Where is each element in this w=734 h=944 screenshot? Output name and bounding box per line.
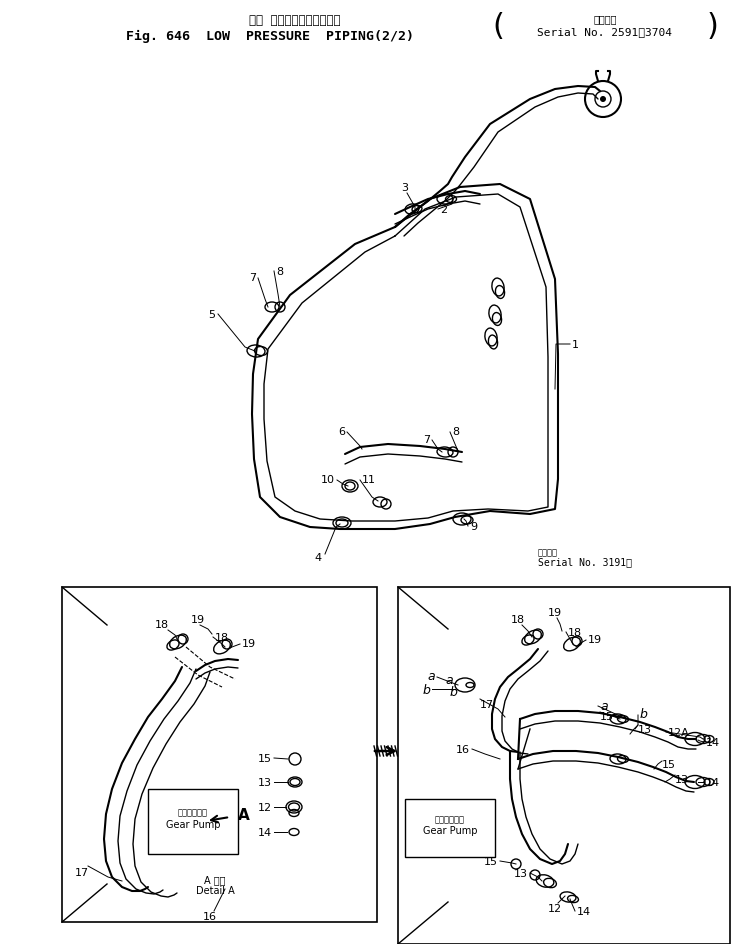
Text: 12: 12 — [548, 903, 562, 913]
Text: 14: 14 — [577, 906, 591, 916]
Text: 13: 13 — [675, 774, 689, 784]
Text: Gear Pump: Gear Pump — [166, 819, 220, 829]
Text: 17: 17 — [75, 868, 89, 877]
Text: 14: 14 — [706, 737, 720, 748]
Text: 15: 15 — [662, 759, 676, 769]
Text: 14: 14 — [258, 827, 272, 837]
Text: 10: 10 — [321, 475, 335, 484]
Circle shape — [600, 97, 606, 103]
Bar — [398, 587, 730, 944]
Text: 7: 7 — [249, 273, 256, 282]
Text: 3: 3 — [401, 183, 409, 193]
Text: ギヤーポンプ: ギヤーポンプ — [435, 814, 465, 823]
Text: b: b — [640, 708, 648, 720]
Text: 12: 12 — [258, 802, 272, 812]
Text: 18: 18 — [568, 628, 582, 637]
Text: 18: 18 — [215, 632, 229, 642]
Text: 19: 19 — [588, 634, 602, 645]
Text: 2: 2 — [440, 205, 447, 215]
Text: 18: 18 — [511, 615, 525, 624]
Text: 6: 6 — [338, 427, 345, 436]
Text: a: a — [427, 670, 435, 683]
Text: 9: 9 — [470, 521, 477, 531]
Bar — [148, 789, 238, 854]
Text: (: ( — [492, 12, 504, 41]
Text: ): ) — [706, 12, 718, 41]
Text: ロー  プレッシャパイピング: ロー プレッシャパイピング — [250, 14, 341, 27]
Text: 13: 13 — [514, 868, 528, 878]
Text: 15: 15 — [600, 711, 614, 721]
Text: a: a — [600, 699, 608, 712]
Text: 16: 16 — [203, 911, 217, 921]
Text: 13: 13 — [638, 724, 652, 734]
Text: 5: 5 — [208, 310, 215, 320]
Text: b: b — [422, 683, 430, 696]
Text: a: a — [446, 673, 453, 685]
Text: 適用号機: 適用号機 — [593, 14, 617, 24]
Text: A: A — [238, 808, 250, 822]
Text: 16: 16 — [456, 744, 470, 754]
Text: Serial No. 3191－: Serial No. 3191－ — [538, 556, 632, 566]
Text: 1: 1 — [572, 340, 579, 349]
Text: Detail A: Detail A — [196, 885, 234, 895]
Text: 8: 8 — [452, 427, 459, 436]
Text: 14: 14 — [706, 777, 720, 787]
Text: 19: 19 — [242, 638, 256, 649]
Text: 11: 11 — [362, 475, 376, 484]
Text: 19: 19 — [191, 615, 205, 624]
Text: 15: 15 — [484, 856, 498, 866]
Text: 7: 7 — [423, 434, 430, 445]
Bar — [405, 800, 495, 857]
Text: 15: 15 — [258, 753, 272, 763]
Text: 4: 4 — [314, 552, 321, 563]
Text: 8: 8 — [276, 267, 283, 277]
Text: 18: 18 — [155, 619, 169, 630]
Text: Serial No. 2591～3704: Serial No. 2591～3704 — [537, 27, 672, 37]
Text: 12A: 12A — [668, 727, 690, 737]
Text: A 詳細: A 詳細 — [204, 874, 226, 885]
Text: Fig. 646  LOW  PRESSURE  PIPING(2/2): Fig. 646 LOW PRESSURE PIPING(2/2) — [126, 30, 414, 43]
Text: b: b — [449, 684, 457, 698]
Text: 17: 17 — [480, 700, 494, 709]
Text: 13: 13 — [258, 777, 272, 787]
Text: 適用号機: 適用号機 — [538, 548, 558, 556]
Text: 19: 19 — [548, 607, 562, 617]
Bar — [62, 587, 377, 922]
Text: ギヤーポンプ: ギヤーポンプ — [178, 807, 208, 817]
Text: Gear Pump: Gear Pump — [423, 825, 477, 835]
